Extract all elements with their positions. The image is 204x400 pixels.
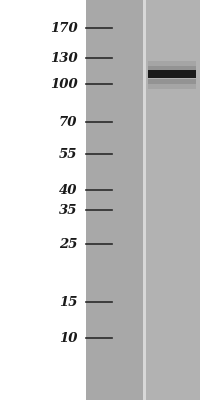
Bar bbox=[148, 66, 196, 71]
Text: 35: 35 bbox=[59, 204, 78, 216]
Bar bbox=[148, 84, 196, 89]
Bar bbox=[148, 70, 196, 78]
Text: 25: 25 bbox=[59, 238, 78, 250]
Bar bbox=[148, 61, 196, 66]
Bar bbox=[146, 0, 200, 400]
Text: 130: 130 bbox=[50, 52, 78, 64]
Bar bbox=[143, 0, 146, 400]
Text: 55: 55 bbox=[59, 148, 78, 160]
Text: 15: 15 bbox=[59, 296, 78, 308]
Bar bbox=[86, 0, 143, 400]
Text: 40: 40 bbox=[59, 184, 78, 196]
Text: 70: 70 bbox=[59, 116, 78, 128]
Text: 170: 170 bbox=[50, 22, 78, 34]
Text: 100: 100 bbox=[50, 78, 78, 90]
Bar bbox=[148, 79, 196, 84]
Text: 10: 10 bbox=[59, 332, 78, 344]
